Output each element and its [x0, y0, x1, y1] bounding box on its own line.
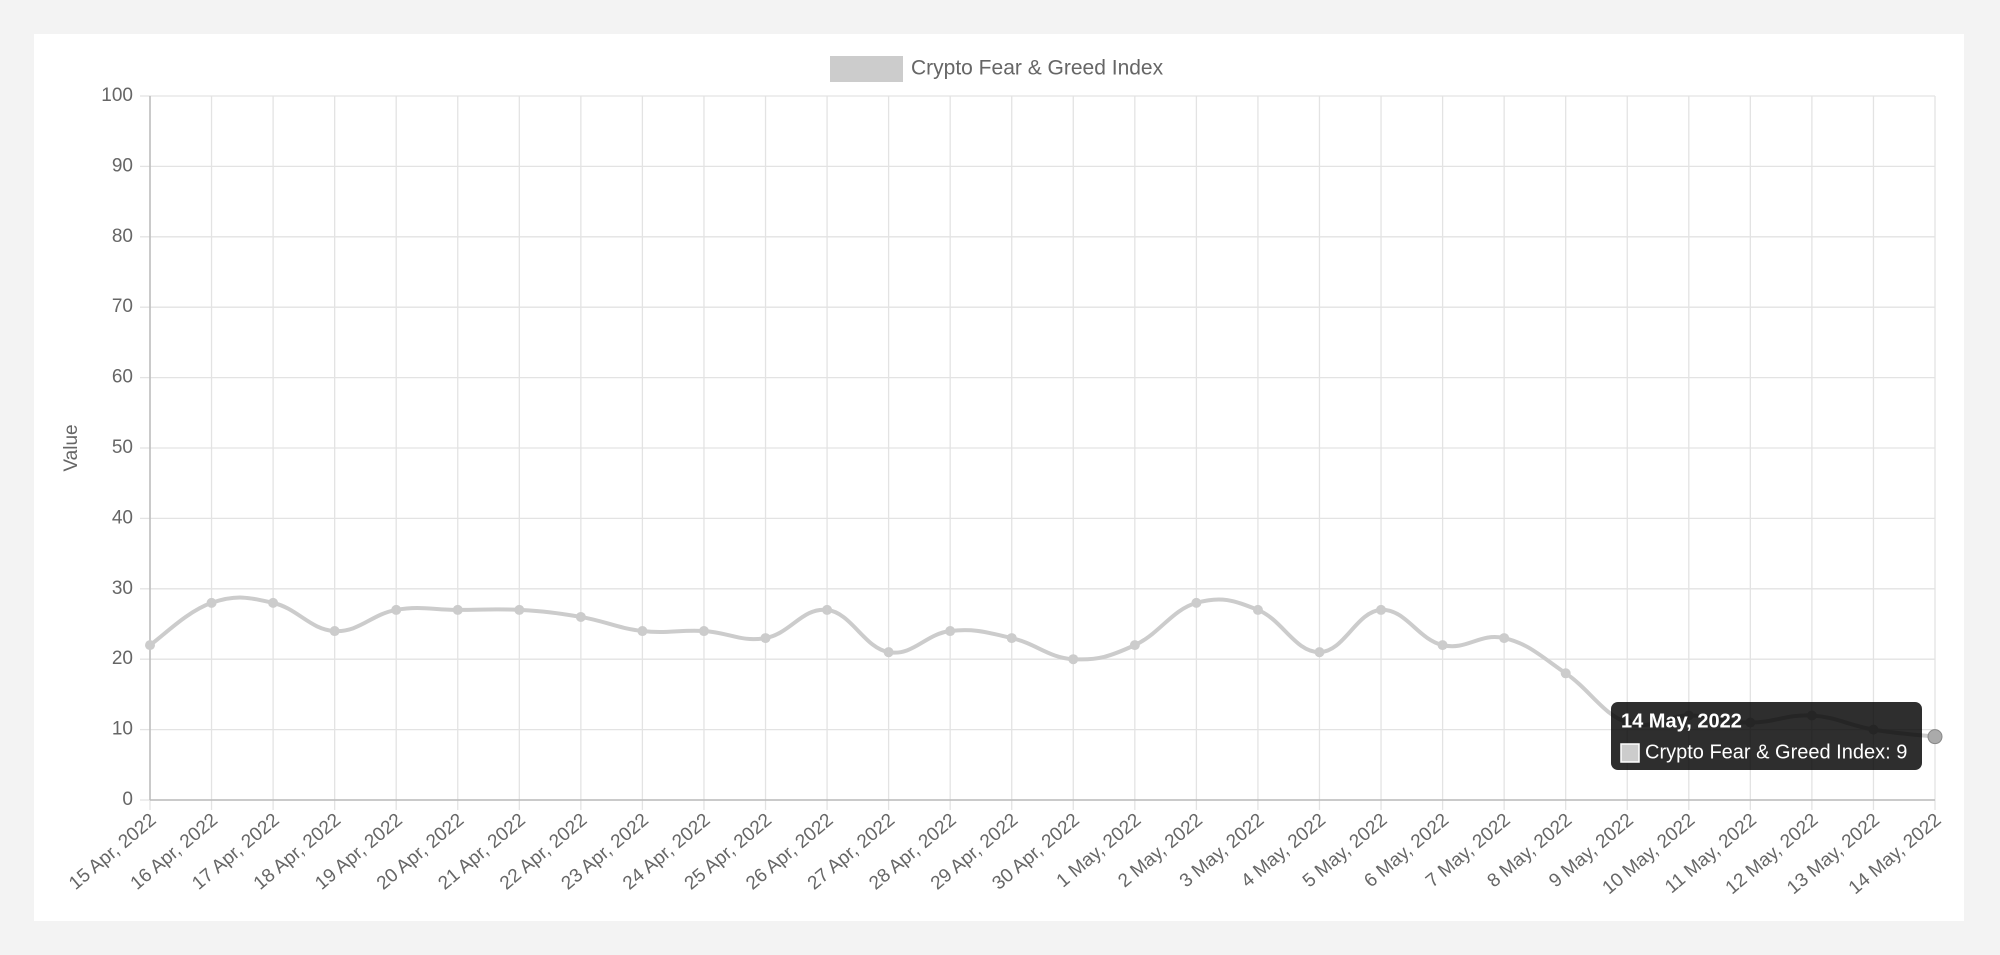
y-tick-label: 60: [112, 367, 133, 388]
point: [1560, 668, 1571, 679]
y-tick-label: 40: [112, 507, 133, 528]
card: [34, 34, 1964, 921]
y-tick-label: 10: [112, 719, 133, 740]
point: [883, 647, 894, 658]
point: [1314, 647, 1325, 658]
point: [145, 640, 155, 651]
y-axis-label: Value: [61, 424, 82, 471]
point: [760, 633, 771, 644]
y-tick-label: 30: [112, 578, 133, 599]
point: [1437, 640, 1448, 651]
point: [945, 626, 956, 637]
point: [1068, 654, 1079, 665]
point: [206, 597, 217, 608]
point: [575, 611, 586, 622]
point: [452, 604, 463, 615]
point: [391, 604, 402, 615]
point: [1499, 633, 1510, 644]
y-tick-label: 0: [122, 789, 133, 810]
point: [1927, 729, 1943, 745]
y-tick-label: 80: [112, 226, 133, 247]
legend-label: Crypto Fear & Greed Index: [911, 57, 1164, 80]
point: [329, 626, 340, 637]
legend-swatch: [830, 56, 903, 82]
point: [1191, 597, 1202, 608]
y-tick-label: 50: [112, 437, 133, 458]
point: [268, 597, 279, 608]
y-tick-label: 70: [112, 296, 133, 317]
tooltip-title: 14 May, 2022: [1621, 710, 1742, 732]
tooltip: [1611, 702, 1922, 770]
point: [514, 604, 525, 615]
tooltip-swatch: [1620, 743, 1640, 763]
y-tick-label: 100: [101, 85, 133, 106]
y-tick-label: 90: [112, 155, 133, 176]
point: [698, 626, 709, 637]
point: [1252, 604, 1263, 615]
y-tick-label: 20: [112, 648, 133, 669]
point: [637, 626, 648, 637]
point: [1006, 633, 1017, 644]
point: [1376, 604, 1387, 615]
tooltip-text: Crypto Fear & Greed Index: 9: [1645, 741, 1907, 763]
point: [1129, 640, 1140, 651]
point: [822, 604, 833, 615]
